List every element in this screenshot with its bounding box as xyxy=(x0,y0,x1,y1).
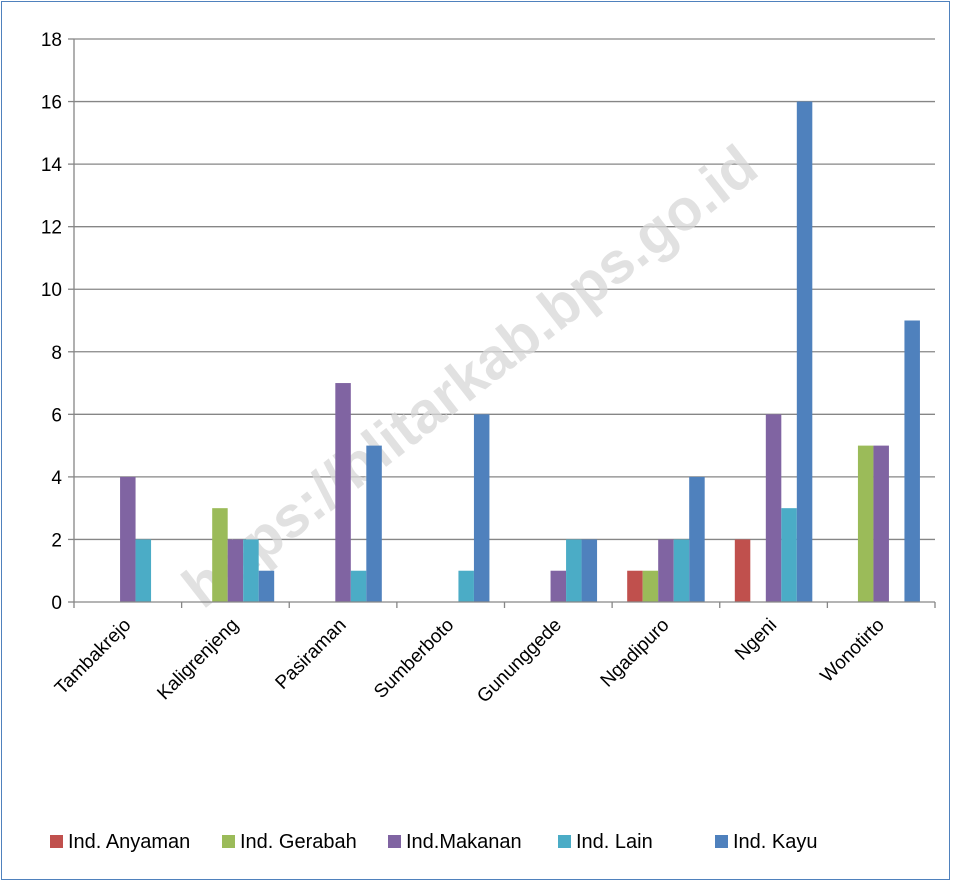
legend-swatch xyxy=(222,835,235,848)
legend-swatch xyxy=(558,835,571,848)
bar xyxy=(350,570,367,602)
gridlines xyxy=(74,38,935,541)
y-tick-label: 2 xyxy=(51,530,62,551)
bar xyxy=(458,570,474,602)
bar xyxy=(781,508,797,602)
bar xyxy=(765,414,782,602)
bar xyxy=(227,539,244,602)
bar xyxy=(904,320,920,602)
bar xyxy=(366,445,382,602)
bar xyxy=(581,539,598,602)
y-tick-label: 0 xyxy=(51,593,62,614)
x-tick-label: Sumberboto xyxy=(370,615,458,703)
x-tick-label: Tambakrejo xyxy=(51,615,135,699)
legend-label: Ind. Anyaman xyxy=(68,831,190,853)
bar xyxy=(243,539,259,602)
legend-label: Ind. Lain xyxy=(576,831,653,853)
x-tick-labels: Tambakrejo Kaligrenjeng Pasiraman Sumberbot… xyxy=(51,615,889,708)
bar xyxy=(473,414,490,602)
y-tick-label: 10 xyxy=(41,280,62,301)
y-tick-label: 6 xyxy=(51,405,62,426)
x-tick-label: Kaligrenjeng xyxy=(153,615,243,705)
bar xyxy=(258,570,275,602)
x-tick-label: Gununggede xyxy=(473,615,566,708)
y-tick-label: 4 xyxy=(51,468,62,489)
legend-swatch xyxy=(50,835,63,848)
x-tick-label: Ngeni xyxy=(731,615,781,665)
y-tick-label: 18 xyxy=(41,30,62,51)
y-tick-label: 8 xyxy=(51,343,62,364)
bar xyxy=(689,476,705,602)
bar xyxy=(212,508,228,602)
y-tick-labels: 0 2 4 6 8 10 12 14 16 18 xyxy=(41,30,63,614)
y-tick-label: 16 xyxy=(41,93,62,114)
legend-label: Ind. Kayu xyxy=(733,831,818,853)
x-tick-label: Ngadipuro xyxy=(597,615,674,692)
legend: Ind. Anyaman Ind. Gerabah Ind.Makanan Ind. … xyxy=(50,831,818,853)
x-tick-label: Pasiraman xyxy=(272,615,351,694)
legend-swatch xyxy=(388,835,401,848)
bar xyxy=(550,570,567,602)
legend-label: Ind. Gerabah xyxy=(240,831,357,853)
bar xyxy=(734,539,751,602)
bar xyxy=(658,539,674,602)
x-tick-label: Wonotirto xyxy=(817,615,889,687)
bars xyxy=(120,101,920,603)
bar xyxy=(673,539,690,602)
bar xyxy=(857,445,874,602)
legend-label: Ind.Makanan xyxy=(406,831,522,853)
legend-swatch xyxy=(715,835,728,848)
bar xyxy=(627,570,643,602)
bar xyxy=(873,445,889,602)
axes xyxy=(68,38,936,608)
y-tick-label: 14 xyxy=(41,155,63,176)
bar xyxy=(796,101,813,603)
bar xyxy=(120,476,136,602)
bar xyxy=(566,539,582,602)
bar xyxy=(642,570,659,602)
bar xyxy=(335,383,351,602)
bar xyxy=(135,539,152,602)
y-tick-label: 12 xyxy=(41,218,62,239)
